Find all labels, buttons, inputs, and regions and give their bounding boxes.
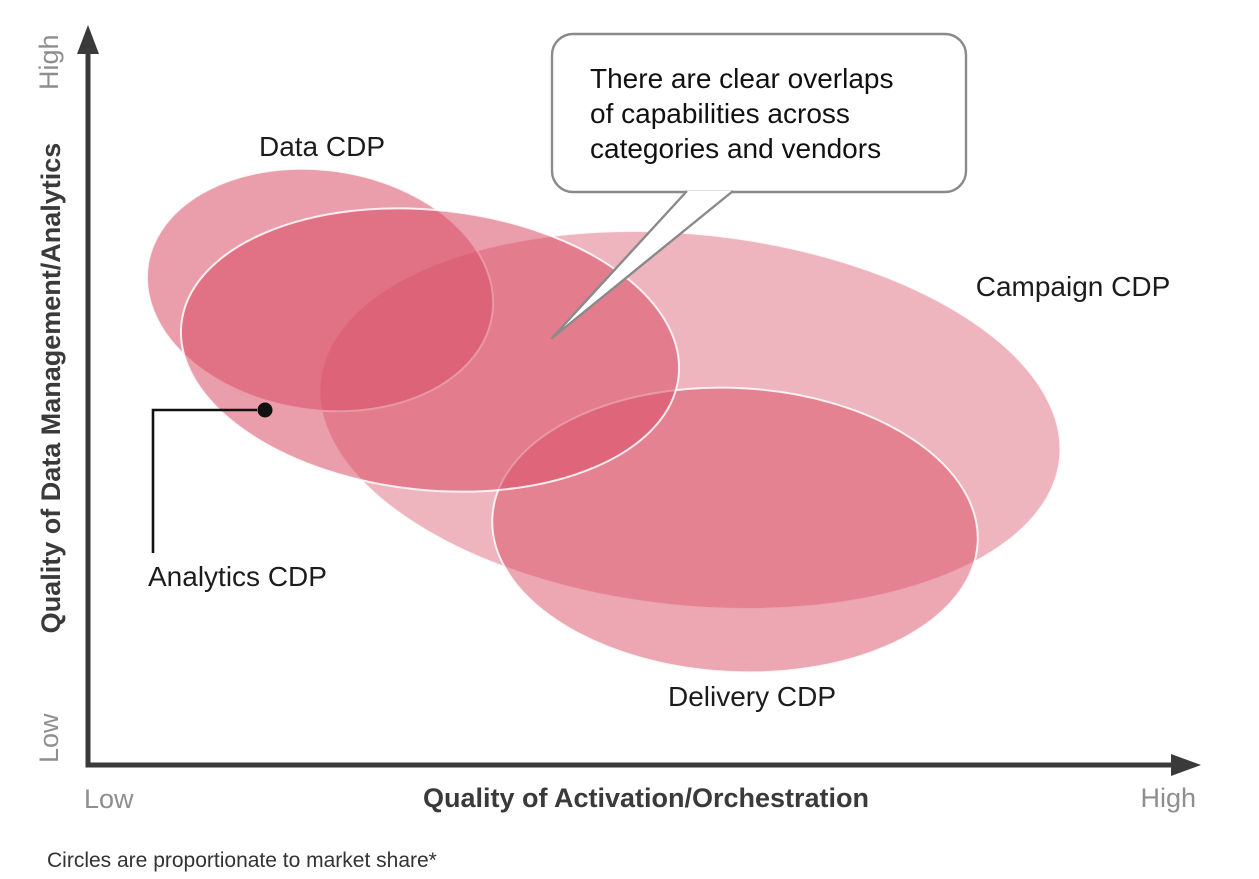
y-axis-high-label: High: [34, 34, 64, 90]
label-delivery-cdp: Delivery CDP: [668, 681, 836, 712]
ellipse-analytics-cdp: [179, 207, 681, 493]
x-axis-title: Quality of Activation/Orchestration: [423, 783, 869, 813]
callout-bubble: [550, 32, 968, 194]
y-axis-title: Quality of Data Management/Analytics: [36, 143, 66, 634]
footnote: Circles are proportionate to market shar…: [47, 849, 437, 872]
callout-tail-icon: [550, 190, 734, 340]
analytics-pointer-line: [151, 408, 257, 553]
y-axis-arrowhead-icon: [77, 25, 99, 54]
label-campaign-cdp: Campaign CDP: [976, 271, 1171, 302]
x-axis-low-label: Low: [84, 784, 134, 814]
callout-text-line2: of capabilities across: [590, 98, 850, 129]
callout-text-line3: categories and vendors: [590, 133, 881, 164]
analytics-pointer-dot-icon: [257, 402, 273, 418]
venn-ellipses: [145, 167, 1062, 674]
label-data-cdp: Data CDP: [259, 131, 385, 162]
y-axis-low-label: Low: [34, 713, 64, 763]
label-analytics-cdp: Analytics CDP: [148, 561, 327, 592]
callout-text-line1: There are clear overlaps: [590, 63, 893, 94]
x-axis-arrowhead-icon: [1171, 754, 1201, 776]
x-axis-high-label: High: [1140, 783, 1196, 813]
